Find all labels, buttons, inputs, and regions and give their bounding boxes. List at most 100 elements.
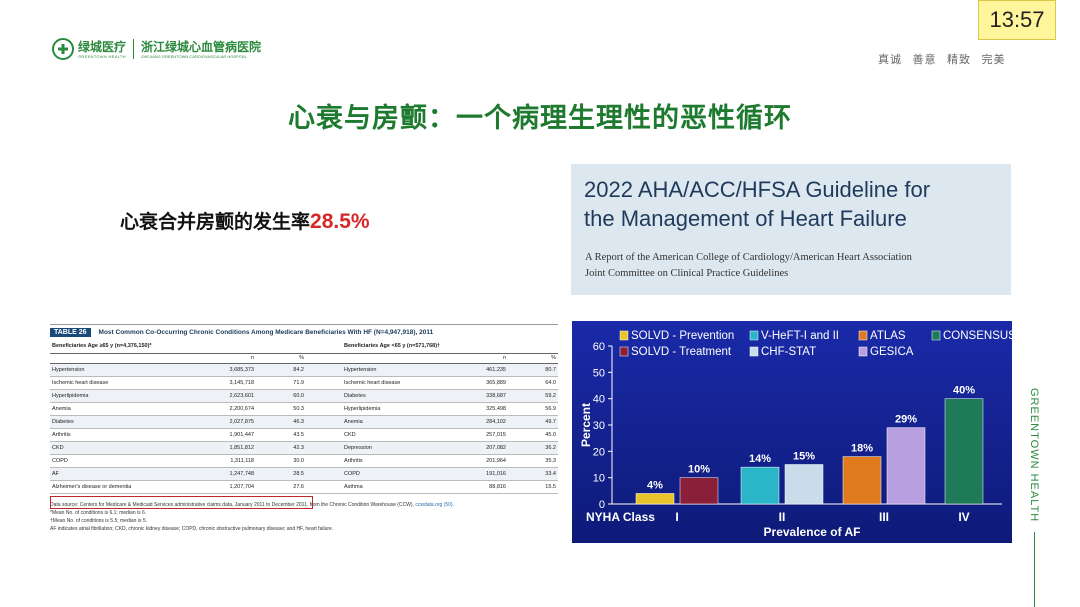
row-pct-right: 45.0 bbox=[508, 428, 558, 442]
row-condition-left: Alzheimer's disease or dementia bbox=[50, 480, 170, 494]
af-prevalence-chart: 0 10 20 30 40 50 60 Percent 4% 10% 14% 15% 18% 29% 40%… bbox=[572, 321, 1012, 543]
row-n-left: 2,623,601 bbox=[170, 389, 256, 403]
row-condition-right: Ischemic heart disease bbox=[306, 376, 426, 390]
incidence-label: 心衰合并房颤的发生率 bbox=[120, 211, 311, 233]
legend-swatch bbox=[931, 330, 941, 341]
row-condition-right: Anemia bbox=[306, 415, 426, 429]
legend-swatch bbox=[619, 346, 629, 357]
row-n-right: 284,102 bbox=[426, 415, 508, 429]
table-note-source: Data source: Centers for Medicare & Medi… bbox=[50, 501, 454, 508]
chart-background bbox=[572, 321, 1012, 543]
row-pct-left: 43.5 bbox=[256, 428, 306, 442]
col-n-left: n bbox=[170, 353, 256, 364]
row-pct-right: 36.2 bbox=[508, 441, 558, 455]
y-tick-label: 10 bbox=[593, 473, 605, 485]
greentown-logo-icon bbox=[52, 38, 74, 60]
row-condition-left: Anemia bbox=[50, 402, 170, 416]
logo-divider bbox=[133, 39, 135, 59]
row-n-left: 1,851,812 bbox=[170, 441, 256, 455]
incidence-statement: 心衰合并房颤的发生率28.5% bbox=[120, 207, 370, 234]
table-row: Diabetes 2,027,875 46.3 Anemia 284,102 49.7 bbox=[50, 415, 558, 429]
category-axis-label: NYHA Class bbox=[586, 510, 655, 524]
y-tick-label: 60 bbox=[593, 341, 605, 353]
row-n-left: 1,247,748 bbox=[170, 467, 256, 481]
row-pct-right: 49.7 bbox=[508, 415, 558, 429]
row-condition-right: Diabetes bbox=[306, 389, 426, 403]
x-axis-label: Prevalence of AF bbox=[764, 525, 861, 539]
table-note-2: †Mean No. of conditions is 5.5; median i… bbox=[50, 517, 147, 524]
guideline-title: 2022 AHA/ACC/HFSA Guideline for the Mana… bbox=[584, 175, 1004, 233]
af-highlight-box bbox=[50, 496, 313, 509]
row-condition-left: AF bbox=[50, 467, 170, 481]
x-group-label: II bbox=[779, 510, 786, 524]
legend-label: CHF-STAT bbox=[761, 346, 816, 358]
row-pct-right: 15.5 bbox=[508, 480, 558, 494]
table-row: COPD 1,311,118 30.0 Arthritis 201,964 35.3 bbox=[50, 454, 558, 468]
bar-solvd-treatment bbox=[679, 477, 719, 505]
table-row: AF 1,247,748 28.5 COPD 191,016 33.4 bbox=[50, 467, 558, 481]
row-condition-left: Arthritis bbox=[50, 428, 170, 442]
bar-value-label: 29% bbox=[895, 414, 917, 426]
y-tick-label: 20 bbox=[593, 446, 605, 458]
legend-label: ATLAS bbox=[870, 330, 906, 342]
row-pct-left: 42.3 bbox=[256, 441, 306, 455]
side-brand-line bbox=[1034, 532, 1035, 607]
row-pct-left: 46.3 bbox=[256, 415, 306, 429]
table-note-1: *Mean No. of conditions is 6.1; median i… bbox=[50, 509, 147, 516]
row-condition-left: COPD bbox=[50, 454, 170, 468]
row-condition-right: Arthritis bbox=[306, 454, 426, 468]
legend-label: SOLVD - Treatment bbox=[631, 346, 732, 358]
y-axis-label: Percent bbox=[579, 403, 593, 447]
row-n-right: 325,498 bbox=[426, 402, 508, 416]
legend-swatch bbox=[858, 346, 868, 357]
legend-swatch bbox=[858, 330, 868, 341]
legend-swatch bbox=[749, 330, 759, 341]
table-row: Hypertension 3,685,373 84.2 Hypertension 461… bbox=[50, 363, 558, 377]
row-n-right: 338,687 bbox=[426, 389, 508, 403]
row-condition-left: Hyperlipidemia bbox=[50, 389, 170, 403]
logo-cn: 绿城医疗 bbox=[78, 39, 127, 54]
legend-label: GESICA bbox=[870, 346, 914, 358]
table-row: Anemia 2,200,674 50.3 Hyperlipidemia 325,498… bbox=[50, 402, 558, 416]
row-n-right: 461,235 bbox=[426, 363, 508, 377]
col-pct-left: % bbox=[256, 353, 306, 364]
table-column-header-row: n % n % bbox=[50, 353, 558, 364]
row-n-right: 201,964 bbox=[426, 454, 508, 468]
row-pct-left: 30.0 bbox=[256, 454, 306, 468]
row-condition-left: Ischemic heart disease bbox=[50, 376, 170, 390]
row-condition-right: CKD bbox=[306, 428, 426, 442]
row-pct-right: 56.9 bbox=[508, 402, 558, 416]
side-brand-text: GREENTOWN HEALTH bbox=[1028, 388, 1040, 523]
row-condition-left: Hypertension bbox=[50, 363, 170, 377]
row-n-left: 2,027,875 bbox=[170, 415, 256, 429]
hospital-name-cn: 浙江绿城心血管病医院 bbox=[141, 39, 262, 54]
row-n-left: 1,207,704 bbox=[170, 480, 256, 494]
incidence-value: 28.5% bbox=[310, 210, 370, 233]
table-row: Hyperlipidemia 2,623,601 60.0 Diabetes 338,6… bbox=[50, 389, 558, 403]
row-condition-right: Asthma bbox=[306, 480, 426, 494]
y-tick-label: 50 bbox=[593, 367, 605, 379]
table-tag: TABLE 26 bbox=[50, 327, 91, 337]
legend-swatch bbox=[749, 346, 759, 357]
bar-gesica bbox=[886, 427, 926, 505]
table-group-row: Beneficiaries Age ≥65 y (n=4,376,150)* B… bbox=[50, 339, 558, 354]
row-pct-left: 28.5 bbox=[256, 467, 306, 481]
bar-value-label: 4% bbox=[647, 479, 663, 491]
guideline-sub-line2: Joint Committee on Clinical Practice Gui… bbox=[585, 268, 789, 279]
bar-value-label: 10% bbox=[688, 464, 710, 476]
bar-solvd-prevention bbox=[635, 493, 675, 505]
right-group-header: Beneficiaries Age <65 y (n=571,768)† bbox=[306, 339, 558, 354]
table-row: CKD 1,851,812 42.3 Depression 207,082 36.2 bbox=[50, 441, 558, 455]
row-pct-right: 33.4 bbox=[508, 467, 558, 481]
bar-v-heft-i-and-ii bbox=[740, 466, 780, 505]
row-n-left: 3,145,718 bbox=[170, 376, 256, 390]
table-caption: Most Common Co-Occurring Chronic Conditi… bbox=[98, 328, 434, 336]
row-n-left: 2,200,674 bbox=[170, 402, 256, 416]
table-row: Arthritis 1,901,447 43.5 CKD 257,015 45.0 bbox=[50, 428, 558, 442]
legend-label: V-HeFT-I and II bbox=[761, 330, 839, 342]
row-n-left: 1,311,118 bbox=[170, 454, 256, 468]
ccw-link[interactable]: ccwdata.org (50). bbox=[415, 501, 454, 508]
row-pct-right: 64.0 bbox=[508, 376, 558, 390]
bar-atlas bbox=[842, 456, 882, 505]
row-pct-right: 35.3 bbox=[508, 454, 558, 468]
